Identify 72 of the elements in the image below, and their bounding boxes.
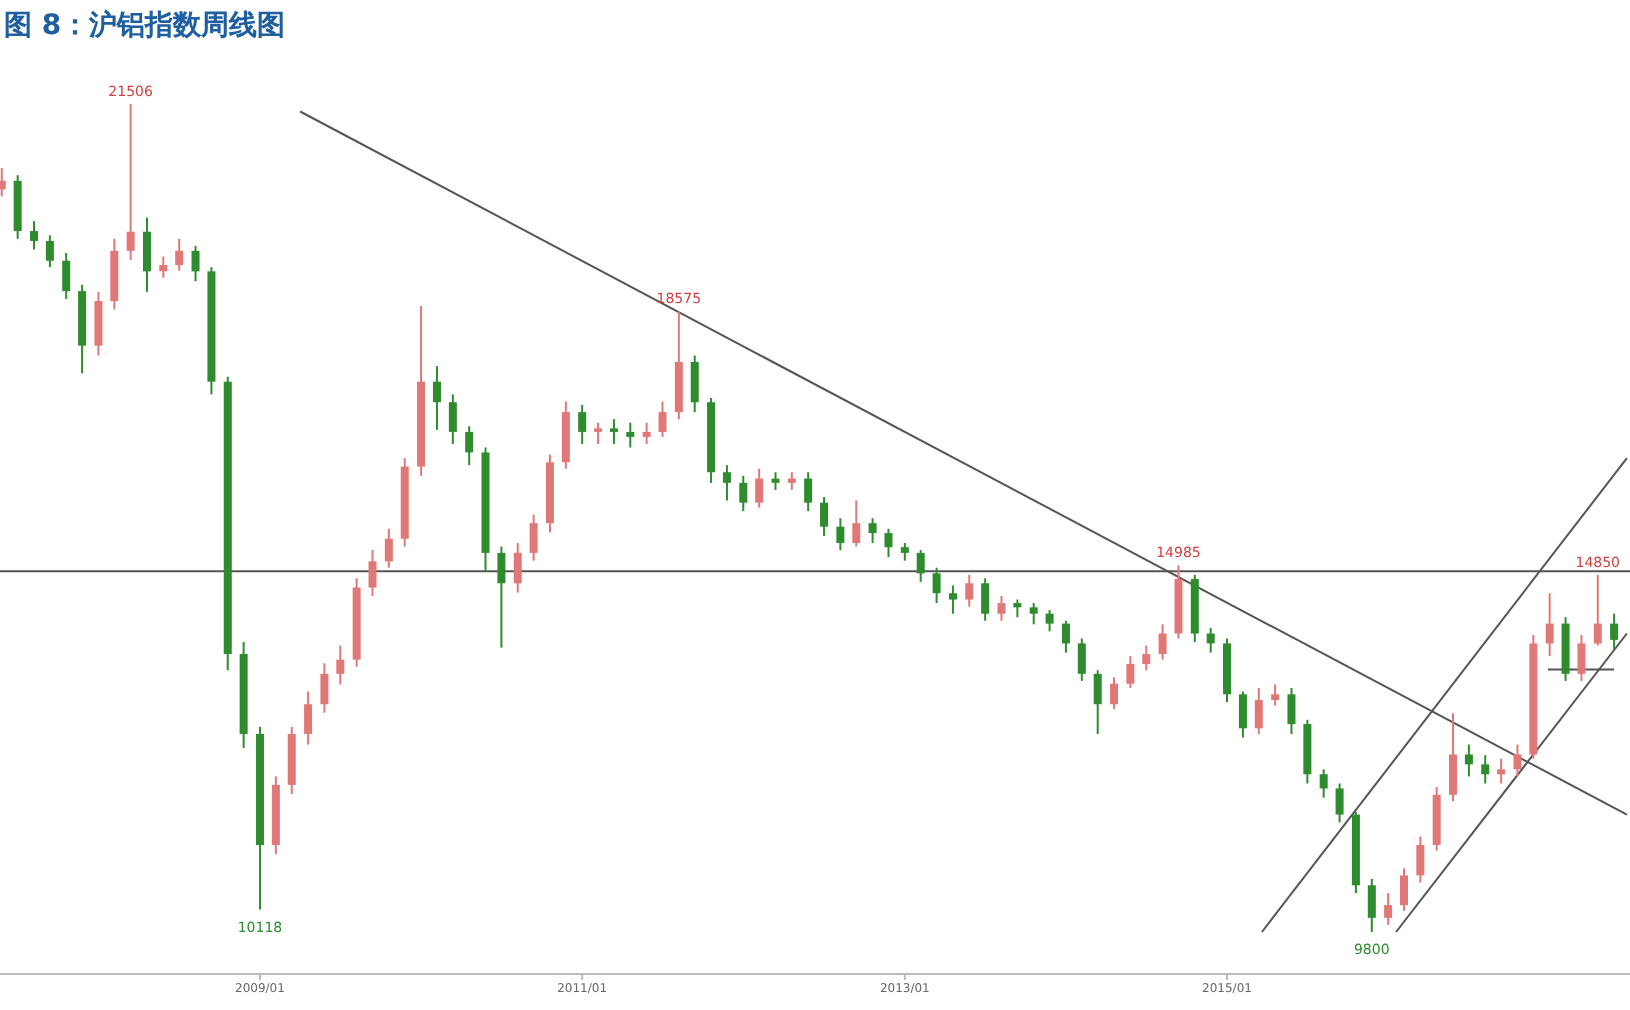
- candlestick: [1061, 619, 1070, 654]
- candlestick: [1513, 743, 1522, 778]
- candlestick: [1464, 743, 1473, 778]
- candlestick: [948, 584, 957, 615]
- candlestick: [1335, 782, 1344, 824]
- candlestick: [997, 595, 1006, 622]
- candlestick: [1271, 683, 1280, 707]
- candlestick: [820, 495, 829, 537]
- candlestick: [578, 404, 587, 445]
- candlestick: [448, 393, 457, 445]
- candlestick: [465, 425, 474, 467]
- candlestick: [126, 103, 135, 262]
- candlestick: [191, 244, 200, 283]
- candlestick: [932, 566, 941, 605]
- candlestick: [642, 421, 651, 445]
- candlestick: [981, 577, 990, 622]
- candlestick: [594, 421, 603, 445]
- candlestick: [739, 474, 748, 513]
- candlestick: [1093, 669, 1102, 735]
- candlestick: [1206, 626, 1215, 654]
- candlestick: [368, 549, 377, 598]
- candlestick: [1497, 757, 1506, 785]
- candlestick: [658, 400, 667, 438]
- candlestick: [1254, 686, 1263, 735]
- candlestick: [94, 290, 103, 357]
- candlestick: [529, 513, 538, 562]
- candlestick: [1045, 609, 1054, 633]
- candlestick: [1545, 592, 1554, 658]
- candlestick: [722, 464, 731, 502]
- candlestick: [497, 545, 506, 649]
- candlestick: [1077, 637, 1086, 682]
- candlestick: [626, 421, 635, 449]
- candlestick: [1449, 712, 1458, 803]
- candlestick: [1481, 754, 1490, 785]
- candlestick: [1416, 835, 1425, 884]
- candlestick: [1029, 602, 1038, 626]
- candlestick: [1384, 892, 1393, 926]
- candlestick: [965, 573, 974, 608]
- candlestick: [1319, 768, 1328, 799]
- candlestick: [320, 662, 329, 714]
- candlestick: [836, 517, 845, 552]
- candlestick: [1238, 690, 1247, 739]
- candlestick: [1287, 686, 1296, 735]
- candlestick: [432, 365, 441, 431]
- candlestick: [884, 527, 893, 559]
- candlestick: [916, 549, 925, 583]
- candlestick: [62, 251, 71, 300]
- candlestick: [852, 499, 861, 548]
- candlestick: [1610, 612, 1619, 651]
- candlestick: [336, 644, 345, 686]
- candlestick: [1110, 676, 1119, 711]
- candlestick: [1367, 877, 1376, 933]
- candlestick: [755, 467, 764, 509]
- candlestick: [513, 541, 522, 594]
- candlestick: [609, 418, 618, 445]
- candlestick: [304, 690, 313, 746]
- chart-title: 图 8：沪铝指数周线图: [4, 8, 286, 42]
- candlestick: [45, 234, 54, 269]
- candlestick: [1400, 867, 1409, 912]
- candlestick: [29, 220, 38, 251]
- candlestick: [690, 354, 699, 414]
- candlestick: [159, 255, 168, 279]
- candlestick: [1593, 573, 1602, 647]
- candlestick: [142, 216, 151, 293]
- candlestick: [804, 471, 813, 513]
- candlestick: [1158, 623, 1167, 661]
- candlestick: [868, 517, 877, 544]
- candlestick: [1142, 644, 1151, 672]
- candlestick: [175, 237, 184, 272]
- candlestick: [1126, 655, 1135, 689]
- candlestick: [1577, 633, 1586, 682]
- candlestick: [384, 527, 393, 569]
